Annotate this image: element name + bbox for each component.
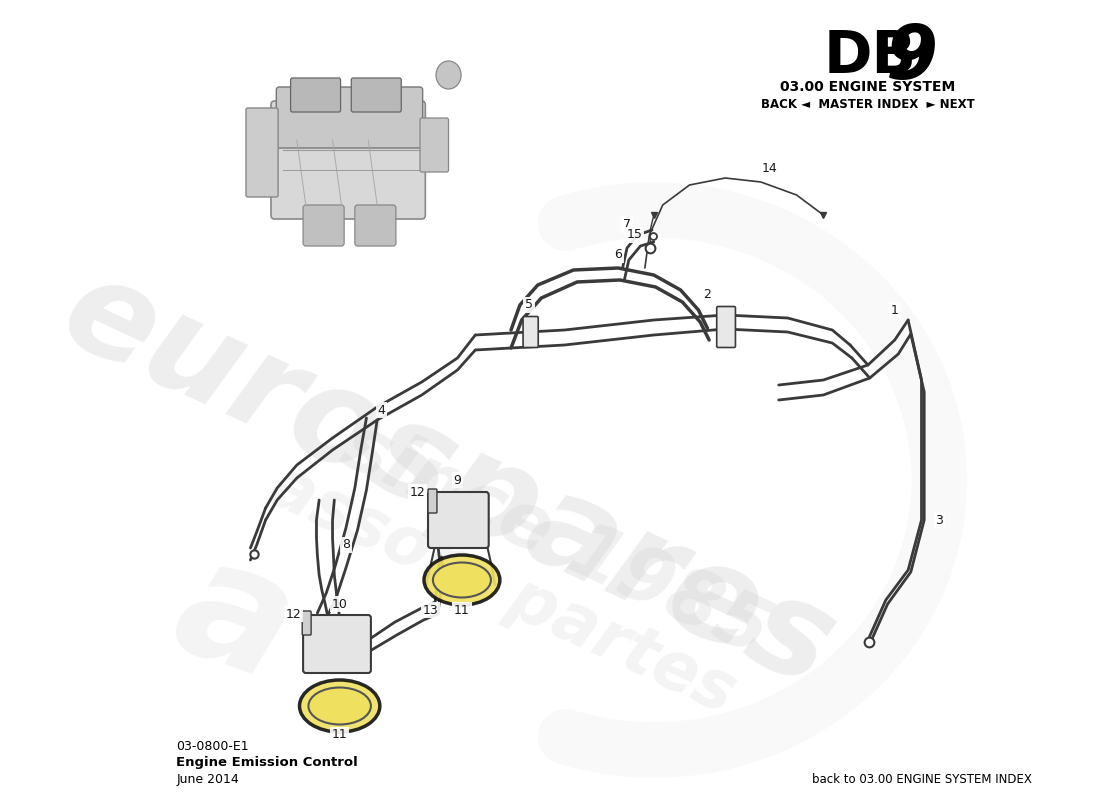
Text: back to 03.00 ENGINE SYSTEM INDEX: back to 03.00 ENGINE SYSTEM INDEX — [812, 773, 1032, 786]
Ellipse shape — [433, 562, 491, 598]
Text: 7: 7 — [623, 218, 631, 231]
Text: 10: 10 — [332, 598, 348, 610]
Text: 9: 9 — [886, 22, 938, 95]
FancyBboxPatch shape — [351, 78, 402, 112]
FancyBboxPatch shape — [524, 317, 538, 347]
Text: 12: 12 — [409, 486, 426, 498]
Text: 11: 11 — [332, 729, 348, 742]
Text: Engine Emission Control: Engine Emission Control — [176, 756, 359, 769]
Text: 9: 9 — [453, 474, 461, 486]
FancyBboxPatch shape — [290, 78, 341, 112]
Text: 11: 11 — [454, 603, 470, 617]
FancyBboxPatch shape — [717, 306, 736, 347]
FancyBboxPatch shape — [304, 615, 371, 673]
Text: a: a — [154, 524, 315, 716]
Text: eurospares: eurospares — [43, 246, 854, 714]
Text: asson  partes: asson partes — [258, 453, 746, 727]
FancyBboxPatch shape — [304, 205, 344, 246]
FancyBboxPatch shape — [355, 205, 396, 246]
Circle shape — [436, 61, 461, 89]
Text: 03.00 ENGINE SYSTEM: 03.00 ENGINE SYSTEM — [780, 80, 956, 94]
Text: 03-0800-E1: 03-0800-E1 — [176, 740, 249, 753]
Text: June 2014: June 2014 — [176, 773, 239, 786]
Ellipse shape — [308, 687, 371, 725]
Text: DB: DB — [824, 28, 916, 85]
FancyBboxPatch shape — [428, 492, 488, 548]
Text: 12: 12 — [285, 607, 301, 621]
Text: 15: 15 — [626, 229, 642, 242]
FancyBboxPatch shape — [302, 611, 311, 635]
Text: 3: 3 — [935, 514, 944, 526]
Text: 1: 1 — [891, 303, 899, 317]
Ellipse shape — [299, 680, 380, 732]
FancyBboxPatch shape — [276, 87, 422, 148]
Text: BACK ◄  MASTER INDEX  ► NEXT: BACK ◄ MASTER INDEX ► NEXT — [761, 98, 975, 111]
FancyBboxPatch shape — [246, 108, 278, 197]
Text: 6: 6 — [614, 249, 622, 262]
FancyBboxPatch shape — [428, 489, 437, 513]
Text: 5: 5 — [525, 298, 532, 311]
FancyBboxPatch shape — [420, 118, 449, 172]
Text: 13: 13 — [422, 603, 439, 617]
Text: 14: 14 — [762, 162, 778, 174]
FancyBboxPatch shape — [271, 101, 426, 219]
Ellipse shape — [424, 555, 499, 605]
Text: since 1985: since 1985 — [331, 409, 781, 671]
Text: 8: 8 — [342, 538, 350, 551]
Text: 4: 4 — [377, 403, 386, 417]
Text: 2: 2 — [703, 289, 712, 302]
